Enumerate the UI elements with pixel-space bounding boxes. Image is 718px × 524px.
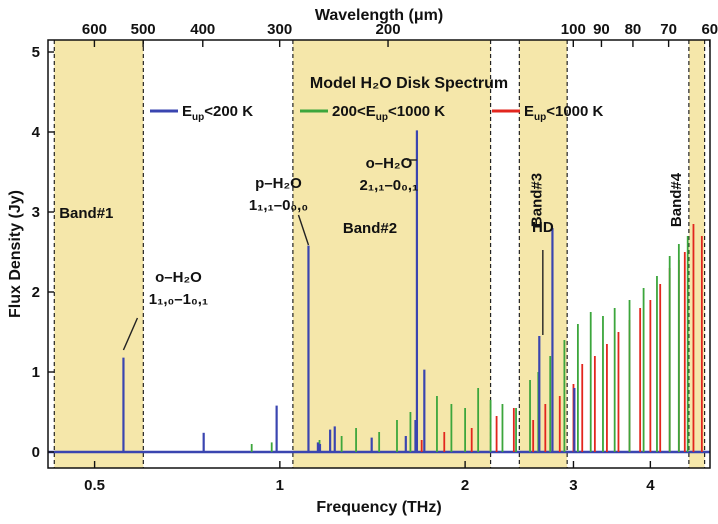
x2-tick-label-7: 80 xyxy=(625,21,642,38)
x2-tick-label-3: 300 xyxy=(267,21,292,38)
legend-label-2: 200<Eup<1000 K xyxy=(332,103,445,123)
legend-label-1: Eup<200 K xyxy=(182,103,253,123)
band-label-2: Band#2 xyxy=(343,220,397,237)
y-axis-title: Flux Density (Jy) xyxy=(7,190,24,318)
annotation-molecule-4: HD xyxy=(532,219,554,236)
annotation-molecule-2: p–H₂O xyxy=(255,175,302,192)
annotation-leader-1 xyxy=(122,317,139,351)
band-region-1 xyxy=(54,40,144,468)
y-tick-label-2: 2 xyxy=(32,284,40,301)
annotation-transition-2: 1₁,₁–0₀,₀ xyxy=(249,197,308,214)
x-tick-label-1: 1 xyxy=(276,477,284,494)
annotation-leader-2 xyxy=(297,214,310,246)
annotation-transition-3: 2₁,₁–0₀,₁ xyxy=(360,177,419,194)
labels-layer: Model H₂O Disk Spectrum Eup<200 K 200<Eup<… xyxy=(59,75,685,351)
y-tick-label-4: 4 xyxy=(32,124,41,141)
x2-tick-label-5: 100 xyxy=(561,21,586,38)
x2-tick-label-8: 70 xyxy=(660,21,677,38)
x2-tick-label-6: 90 xyxy=(593,21,610,38)
x2-tick-label-2: 400 xyxy=(190,21,215,38)
band-label-3: Band#3 xyxy=(528,173,545,227)
x-tick-label-0: 0.5 xyxy=(84,477,105,494)
x-axis-title: Frequency (THz) xyxy=(316,499,441,516)
x2-tick-label-1: 500 xyxy=(131,21,156,38)
legend-label-3: Eup<1000 K xyxy=(524,103,604,123)
band-label-1: Band#1 xyxy=(59,205,113,222)
x2-tick-label-0: 600 xyxy=(82,21,107,38)
annotation-transition-1: 1₁,₀–1₀,₁ xyxy=(149,291,208,308)
chart-title: Model H₂O Disk Spectrum xyxy=(310,75,508,92)
x2-axis-title: Wavelength (μm) xyxy=(315,7,443,24)
axes-layer: 0 1 2 3 4 5 0.5 1 2 3 4 600 500 400 300 200 100 90 80 70 60 F… xyxy=(7,7,718,516)
y-tick-label-0: 0 xyxy=(32,444,40,461)
x-tick-label-4: 4 xyxy=(646,477,655,494)
x-tick-label-2: 2 xyxy=(461,477,469,494)
band-label-4: Band#4 xyxy=(668,172,685,227)
plot-frame xyxy=(47,39,711,469)
y-tick-label-1: 1 xyxy=(32,364,40,381)
y-tick-label-3: 3 xyxy=(32,204,40,221)
annotation-molecule-3: o–H₂O xyxy=(366,155,413,172)
y-tick-label-5: 5 xyxy=(32,44,40,61)
x2-tick-label-9: 60 xyxy=(701,21,718,38)
x2-tick-label-4: 200 xyxy=(376,21,401,38)
series-layer xyxy=(48,130,710,454)
x-tick-label-3: 3 xyxy=(569,477,577,494)
annotation-molecule-1: o–H₂O xyxy=(155,269,202,286)
